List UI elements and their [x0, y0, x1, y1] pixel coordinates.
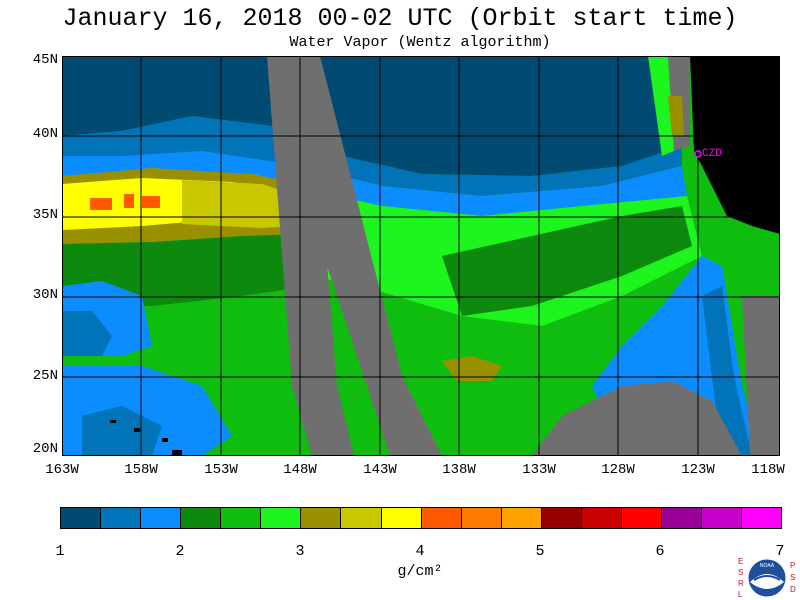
vapor-field-north-dry: [62, 56, 682, 176]
page-title: January 16, 2018 00-02 UTC (Orbit start …: [62, 4, 738, 33]
vapor-field-orange-cell-1: [90, 198, 112, 210]
lon-label-158w: 158W: [124, 462, 158, 478]
logo-letter-e: E: [738, 557, 743, 566]
colorbar-segment: [381, 508, 422, 528]
vapor-field-dark-green-2: [442, 206, 692, 316]
lat-label-25n: 25N: [32, 368, 58, 384]
vapor-field-yellow-core: [182, 180, 292, 228]
logo-letter-s2: S: [790, 573, 795, 582]
logo-letter-r: R: [738, 579, 744, 588]
page-subtitle: Water Vapor (Wentz algorithm): [289, 34, 551, 51]
colorbar-segment: [742, 508, 782, 528]
colorbar-tick-1: 1: [55, 543, 65, 560]
lon-label-153w: 153W: [204, 462, 238, 478]
colorbar-segment: [101, 508, 142, 528]
colorbar-segment: [141, 508, 182, 528]
lon-label-123w: 123W: [681, 462, 715, 478]
lon-label-128w: 128W: [601, 462, 635, 478]
lon-label-133w: 133W: [522, 462, 556, 478]
logo-letter-s: S: [738, 568, 743, 577]
lat-label-40n: 40N: [32, 126, 58, 142]
lon-label-148w: 148W: [283, 462, 317, 478]
colorbar-segment: [221, 508, 262, 528]
colorbar-segment: [541, 508, 582, 528]
logo-letter-l: L: [738, 590, 743, 599]
station-label: CZD: [702, 148, 722, 160]
logo-letter-d: D: [790, 585, 796, 594]
vapor-field-orange-cell-3: [142, 196, 160, 208]
land-california: [690, 56, 780, 234]
colorbar-segment: [501, 508, 542, 528]
vapor-field-east-dark-blue: [702, 286, 752, 456]
noaa-esrl-psd-logo: E S R L P S D NOAA: [738, 557, 796, 599]
colorbar-segment: [461, 508, 502, 528]
water-vapor-map: CZD: [62, 56, 780, 456]
lon-label-143w: 143W: [363, 462, 397, 478]
colorbar-segment: [261, 508, 302, 528]
vapor-field-s-darkblue: [82, 406, 162, 456]
colorbar-segment: [61, 508, 102, 528]
no-data-swath-diagonal: [272, 56, 442, 456]
hawaii-islands: [110, 420, 182, 456]
colorbar-tick-2: 2: [175, 543, 185, 560]
no-data-south-east: [532, 381, 742, 456]
no-data-east-edge: [742, 296, 780, 456]
colorbar-tick-5: 5: [535, 543, 545, 560]
colorbar-tick-7: 7: [775, 543, 785, 560]
colorbar-unit: g/cm²: [397, 563, 443, 580]
colorbar-segment: [301, 508, 342, 528]
lon-label-118w: 118W: [751, 462, 785, 478]
vapor-field-orange-cell-2: [124, 194, 134, 208]
lon-label-163w: 163W: [45, 462, 79, 478]
colorbar: [60, 507, 782, 529]
colorbar-segment: [702, 508, 743, 528]
colorbar-segment: [181, 508, 222, 528]
vapor-field-olive-patch: [442, 356, 502, 381]
vapor-field-blue-band: [62, 151, 687, 216]
colorbar-segment: [621, 508, 662, 528]
logo-letter-p: P: [790, 561, 795, 570]
vapor-field-coast-olive: [668, 96, 684, 136]
lat-label-20n: 20N: [32, 441, 58, 457]
no-data-swath-west: [267, 56, 354, 456]
colorbar-segment: [581, 508, 622, 528]
lat-label-35n: 35N: [32, 207, 58, 223]
colorbar-tick-6: 6: [655, 543, 665, 560]
logo-noaa-text: NOAA: [760, 563, 775, 569]
vapor-field-sw-dark-blue: [62, 311, 112, 356]
lon-label-138w: 138W: [442, 462, 476, 478]
colorbar-segment: [341, 508, 382, 528]
lat-label-45n: 45N: [32, 52, 58, 68]
colorbar-tick-3: 3: [295, 543, 305, 560]
vapor-field-coast-green: [648, 56, 674, 156]
graticule: [62, 56, 780, 456]
colorbar-segment: [661, 508, 702, 528]
colorbar-tick-4: 4: [415, 543, 425, 560]
lat-label-30n: 30N: [32, 287, 58, 303]
colorbar-segment: [421, 508, 462, 528]
station-marker-icon: [694, 150, 702, 158]
